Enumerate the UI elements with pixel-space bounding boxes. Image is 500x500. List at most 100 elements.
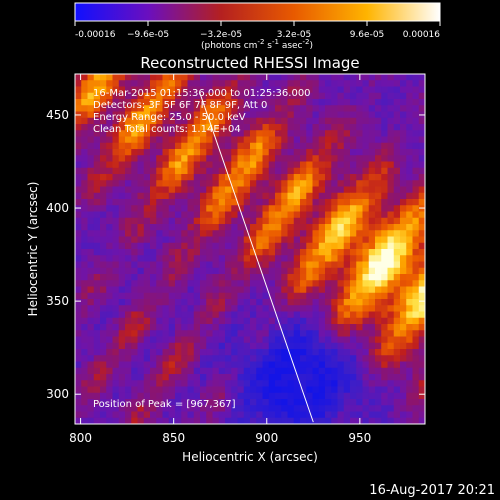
heatmap-cell	[81, 374, 88, 381]
heatmap-cell	[300, 149, 307, 156]
heatmap-cell	[412, 142, 420, 150]
heatmap-cell	[162, 74, 170, 81]
heatmap-cell	[250, 174, 257, 181]
heatmap-cell	[112, 217, 120, 225]
heatmap-cell	[400, 242, 407, 250]
heatmap-cell	[293, 399, 301, 406]
heatmap-cell	[343, 405, 351, 412]
heatmap-cell	[100, 349, 107, 356]
heatmap-cell	[293, 261, 301, 269]
heatmap-cell	[343, 142, 351, 150]
heatmap-cell	[287, 186, 295, 194]
heatmap-cell	[343, 261, 351, 269]
heatmap-cell	[150, 211, 157, 219]
heatmap-cell	[418, 261, 425, 269]
heatmap-cell	[237, 255, 245, 262]
heatmap-cell	[412, 317, 420, 325]
heatmap-cell	[418, 299, 425, 306]
heatmap-cell	[256, 367, 263, 375]
heatmap-cell	[193, 117, 201, 125]
heatmap-cell	[387, 280, 395, 287]
heatmap-cell	[325, 249, 332, 256]
heatmap-cell	[350, 392, 357, 400]
heatmap-cell	[131, 161, 138, 169]
heatmap-cell	[256, 386, 263, 394]
heatmap-cell	[387, 124, 395, 131]
heatmap-cell	[181, 330, 188, 337]
heatmap-cell	[156, 336, 163, 344]
heatmap-cell	[93, 274, 101, 281]
heatmap-cell	[293, 411, 301, 419]
heatmap-cell	[200, 224, 207, 231]
heatmap-cell	[318, 224, 326, 231]
heatmap-cell	[212, 155, 220, 162]
heatmap-cell	[218, 386, 226, 394]
heatmap-cell	[350, 336, 357, 344]
heatmap-cell	[112, 111, 120, 119]
heatmap-cell	[150, 92, 157, 100]
heatmap-cell	[300, 286, 307, 294]
heatmap-cell	[262, 74, 270, 81]
heatmap-cell	[93, 142, 101, 150]
heatmap-cell	[212, 299, 220, 306]
heatmap-cell	[393, 124, 401, 131]
heatmap-cell	[168, 261, 176, 269]
heatmap-cell	[325, 286, 332, 294]
heatmap-cell	[231, 167, 238, 175]
heatmap-cell	[93, 167, 101, 175]
heatmap-cell	[356, 155, 363, 162]
heatmap-cell	[156, 267, 163, 275]
heatmap-cell	[218, 286, 226, 294]
heatmap-cell	[118, 299, 126, 306]
heatmap-cell	[312, 380, 320, 387]
heatmap-cell	[256, 111, 263, 119]
heatmap-cell	[175, 99, 182, 106]
heatmap-cell	[168, 224, 176, 231]
heatmap-cell	[112, 330, 120, 337]
heatmap-cell	[331, 86, 338, 94]
heatmap-cell	[125, 117, 132, 125]
heatmap-cell	[275, 74, 282, 81]
heatmap-cell	[362, 386, 370, 394]
heatmap-cell	[375, 186, 382, 194]
heatmap-cell	[93, 174, 101, 181]
heatmap-cell	[206, 342, 213, 350]
heatmap-cell	[81, 205, 88, 212]
heatmap-cell	[368, 336, 376, 344]
heatmap-cell	[87, 230, 95, 237]
heatmap-cell	[306, 217, 313, 225]
heatmap-cell	[368, 405, 376, 412]
heatmap-cell	[281, 261, 288, 269]
heatmap-cell	[281, 361, 288, 369]
heatmap-cell	[275, 324, 282, 331]
heatmap-cell	[150, 105, 157, 112]
heatmap-cell	[200, 392, 207, 400]
heatmap-cell	[125, 236, 132, 244]
heatmap-cell	[212, 380, 220, 387]
heatmap-cell	[125, 280, 132, 287]
heatmap-cell	[131, 111, 138, 119]
heatmap-cell	[256, 130, 263, 137]
heatmap-cell	[162, 317, 170, 325]
heatmap-cell	[125, 167, 132, 175]
heatmap-cell	[81, 105, 88, 112]
heatmap-cell	[131, 136, 138, 144]
heatmap-cell	[343, 217, 351, 225]
heatmap-cell	[181, 399, 188, 406]
heatmap-cell	[125, 374, 132, 381]
heatmap-cell	[300, 205, 307, 212]
heatmap-cell	[143, 411, 151, 419]
heatmap-cell	[218, 230, 226, 237]
heatmap-cell	[81, 74, 88, 81]
heatmap-cell	[193, 374, 201, 381]
heatmap-cell	[318, 180, 326, 187]
heatmap-cell	[81, 161, 88, 169]
heatmap-cell	[331, 136, 338, 144]
heatmap-cell	[281, 305, 288, 312]
heatmap-cell	[100, 99, 107, 106]
heatmap-cell	[275, 236, 282, 244]
heatmap-cell	[168, 80, 176, 87]
heatmap-cell	[293, 286, 301, 294]
heatmap-cell	[368, 199, 376, 206]
heatmap-cell	[412, 280, 420, 287]
